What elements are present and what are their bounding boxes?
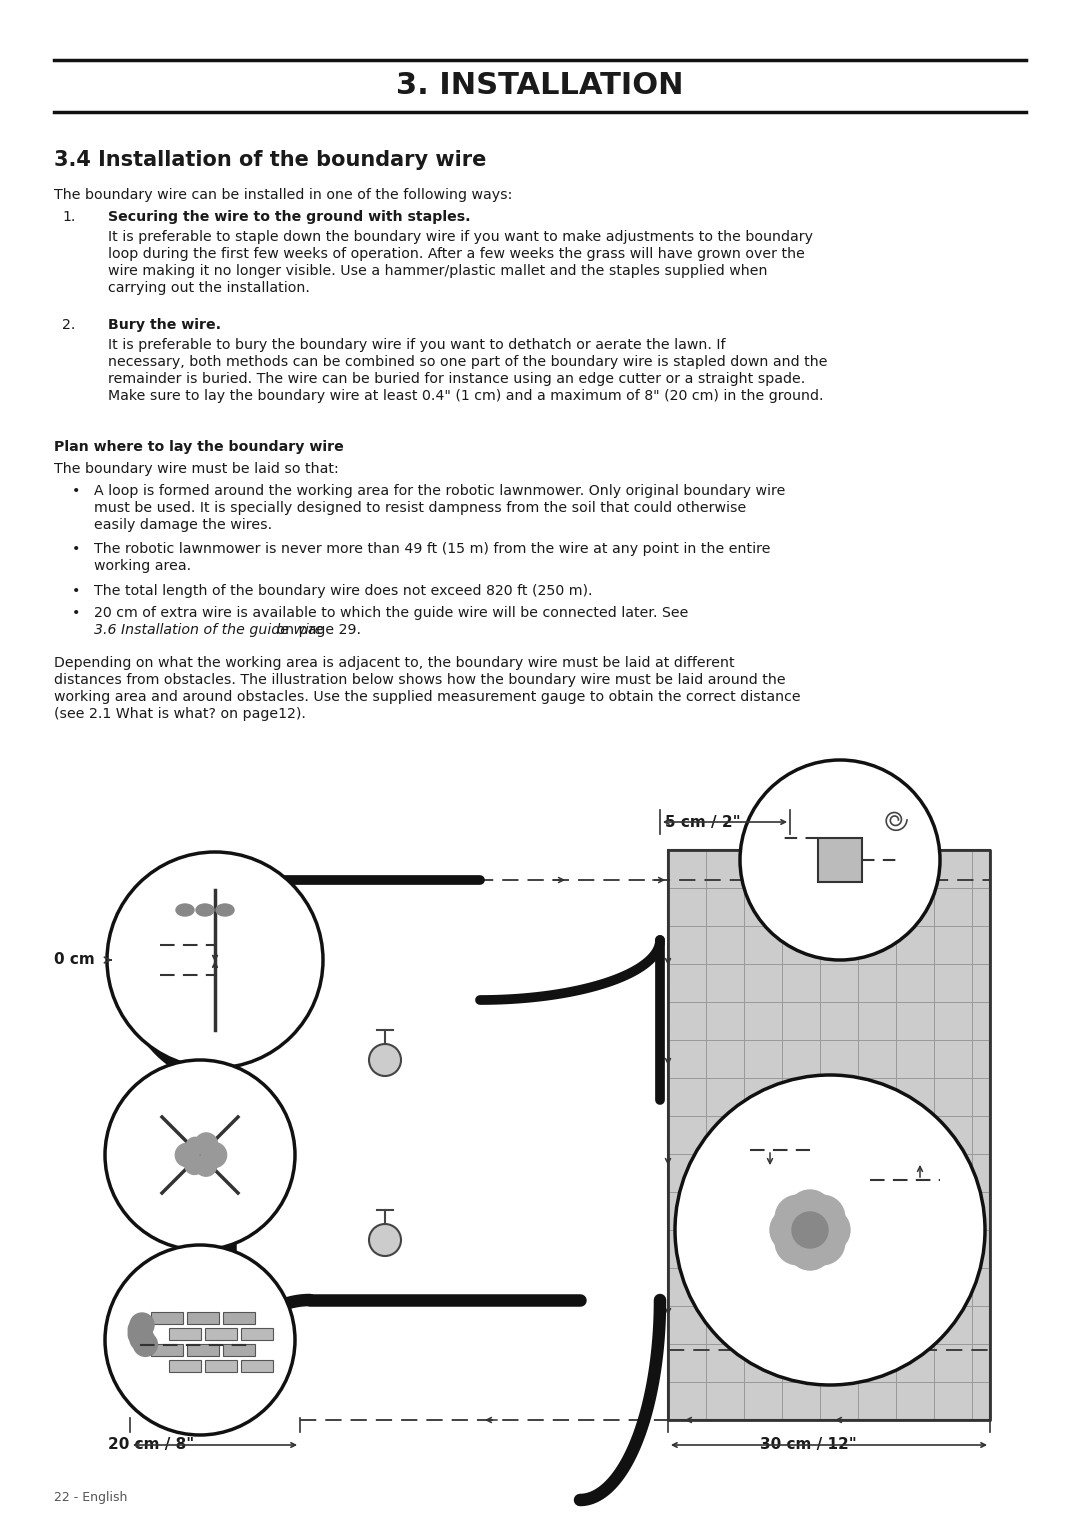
Text: 5 cm / 2": 5 cm / 2": [665, 814, 741, 830]
Text: The boundary wire can be installed in one of the following ways:: The boundary wire can be installed in on…: [54, 188, 512, 202]
Text: Securing the wire to the ground with staples.: Securing the wire to the ground with sta…: [108, 209, 471, 225]
Text: It is preferable to bury the boundary wire if you want to dethatch or aerate the: It is preferable to bury the boundary wi…: [108, 338, 726, 351]
Text: Bury the wire.: Bury the wire.: [108, 318, 221, 332]
Circle shape: [105, 1245, 295, 1435]
Text: working area.: working area.: [94, 559, 191, 573]
Circle shape: [740, 759, 940, 960]
Text: •: •: [72, 584, 80, 597]
Text: on page 29.: on page 29.: [272, 623, 361, 637]
Bar: [818, 837, 862, 882]
Circle shape: [800, 1195, 845, 1239]
Text: carrying out the installation.: carrying out the installation.: [108, 281, 310, 295]
Circle shape: [105, 1060, 295, 1250]
Circle shape: [806, 1209, 850, 1251]
Circle shape: [185, 1155, 204, 1175]
Ellipse shape: [176, 905, 194, 915]
Text: The total length of the boundary wire does not exceed 820 ft (250 m).: The total length of the boundary wire do…: [94, 584, 593, 597]
Text: 20 cm of extra wire is available to which the guide wire will be connected later: 20 cm of extra wire is available to whic…: [94, 607, 693, 620]
Circle shape: [130, 1313, 154, 1337]
Circle shape: [129, 1322, 152, 1346]
Circle shape: [129, 1317, 152, 1342]
Circle shape: [133, 1332, 158, 1357]
Bar: [187, 1313, 219, 1323]
Text: 22 - English: 22 - English: [54, 1490, 127, 1504]
Text: •: •: [72, 484, 80, 498]
Circle shape: [369, 1044, 401, 1076]
Text: must be used. It is specially designed to resist dampness from the soil that cou: must be used. It is specially designed t…: [94, 501, 746, 515]
Circle shape: [775, 1195, 820, 1239]
Text: •: •: [72, 607, 80, 620]
Text: 1.: 1.: [62, 209, 76, 225]
Text: remainder is buried. The wire can be buried for instance using an edge cutter or: remainder is buried. The wire can be bur…: [108, 371, 806, 387]
Text: •: •: [72, 542, 80, 556]
Text: distances from obstacles. The illustration below shows how the boundary wire mus: distances from obstacles. The illustrati…: [54, 672, 785, 688]
Circle shape: [675, 1076, 985, 1384]
Circle shape: [107, 853, 323, 1068]
Text: 20 cm / 8": 20 cm / 8": [108, 1438, 194, 1453]
Bar: [222, 1345, 255, 1355]
Circle shape: [788, 1225, 832, 1270]
Bar: [151, 1313, 183, 1323]
Bar: [222, 1313, 255, 1323]
Text: necessary, both methods can be combined so one part of the boundary wire is stap: necessary, both methods can be combined …: [108, 354, 827, 368]
Text: working area and around obstacles. Use the supplied measurement gauge to obtain : working area and around obstacles. Use t…: [54, 691, 800, 704]
Text: 2.: 2.: [62, 318, 76, 332]
Text: 3.6 Installation of the guide wire: 3.6 Installation of the guide wire: [94, 623, 323, 637]
Text: Depending on what the working area is adjacent to, the boundary wire must be lai: Depending on what the working area is ad…: [54, 656, 734, 669]
Circle shape: [788, 1190, 832, 1235]
Bar: [669, 850, 990, 1420]
Text: 3.4 Installation of the boundary wire: 3.4 Installation of the boundary wire: [54, 150, 486, 170]
Bar: [205, 1328, 237, 1340]
Circle shape: [792, 1212, 828, 1248]
Text: Make sure to lay the boundary wire at least 0.4" (1 cm) and a maximum of 8" (20 : Make sure to lay the boundary wire at le…: [108, 390, 824, 403]
Text: (see 2.1 What is what? on page12).: (see 2.1 What is what? on page12).: [54, 707, 306, 721]
Text: 30 cm / 12": 30 cm / 12": [760, 1438, 856, 1453]
Text: A loop is formed around the working area for the robotic lawnmower. Only origina: A loop is formed around the working area…: [94, 484, 785, 498]
Circle shape: [195, 1132, 217, 1155]
Ellipse shape: [195, 905, 214, 915]
Circle shape: [201, 1143, 227, 1167]
Text: easily damage the wires.: easily damage the wires.: [94, 518, 272, 532]
Circle shape: [130, 1326, 154, 1351]
Circle shape: [195, 1155, 217, 1177]
Circle shape: [369, 1224, 401, 1256]
Ellipse shape: [216, 905, 234, 915]
Bar: [205, 1360, 237, 1372]
Bar: [168, 1360, 201, 1372]
Text: 3. INSTALLATION: 3. INSTALLATION: [396, 72, 684, 101]
Bar: [151, 1345, 183, 1355]
Text: The robotic lawnmower is never more than 49 ft (15 m) from the wire at any point: The robotic lawnmower is never more than…: [94, 542, 770, 556]
Circle shape: [175, 1143, 199, 1167]
Text: 0 cm: 0 cm: [54, 952, 95, 967]
Text: The boundary wire must be laid so that:: The boundary wire must be laid so that:: [54, 461, 339, 477]
Circle shape: [800, 1221, 845, 1265]
Bar: [187, 1345, 219, 1355]
Bar: [241, 1328, 273, 1340]
Text: loop during the first few weeks of operation. After a few weeks the grass will h: loop during the first few weeks of opera…: [108, 248, 805, 261]
Circle shape: [770, 1209, 814, 1251]
Bar: [241, 1360, 273, 1372]
Bar: [168, 1328, 201, 1340]
Text: wire making it no longer visible. Use a hammer/plastic mallet and the staples su: wire making it no longer visible. Use a …: [108, 264, 768, 278]
Circle shape: [186, 1137, 204, 1155]
Text: Plan where to lay the boundary wire: Plan where to lay the boundary wire: [54, 440, 343, 454]
Circle shape: [775, 1221, 820, 1265]
Text: It is preferable to staple down the boundary wire if you want to make adjustment: It is preferable to staple down the boun…: [108, 231, 813, 244]
